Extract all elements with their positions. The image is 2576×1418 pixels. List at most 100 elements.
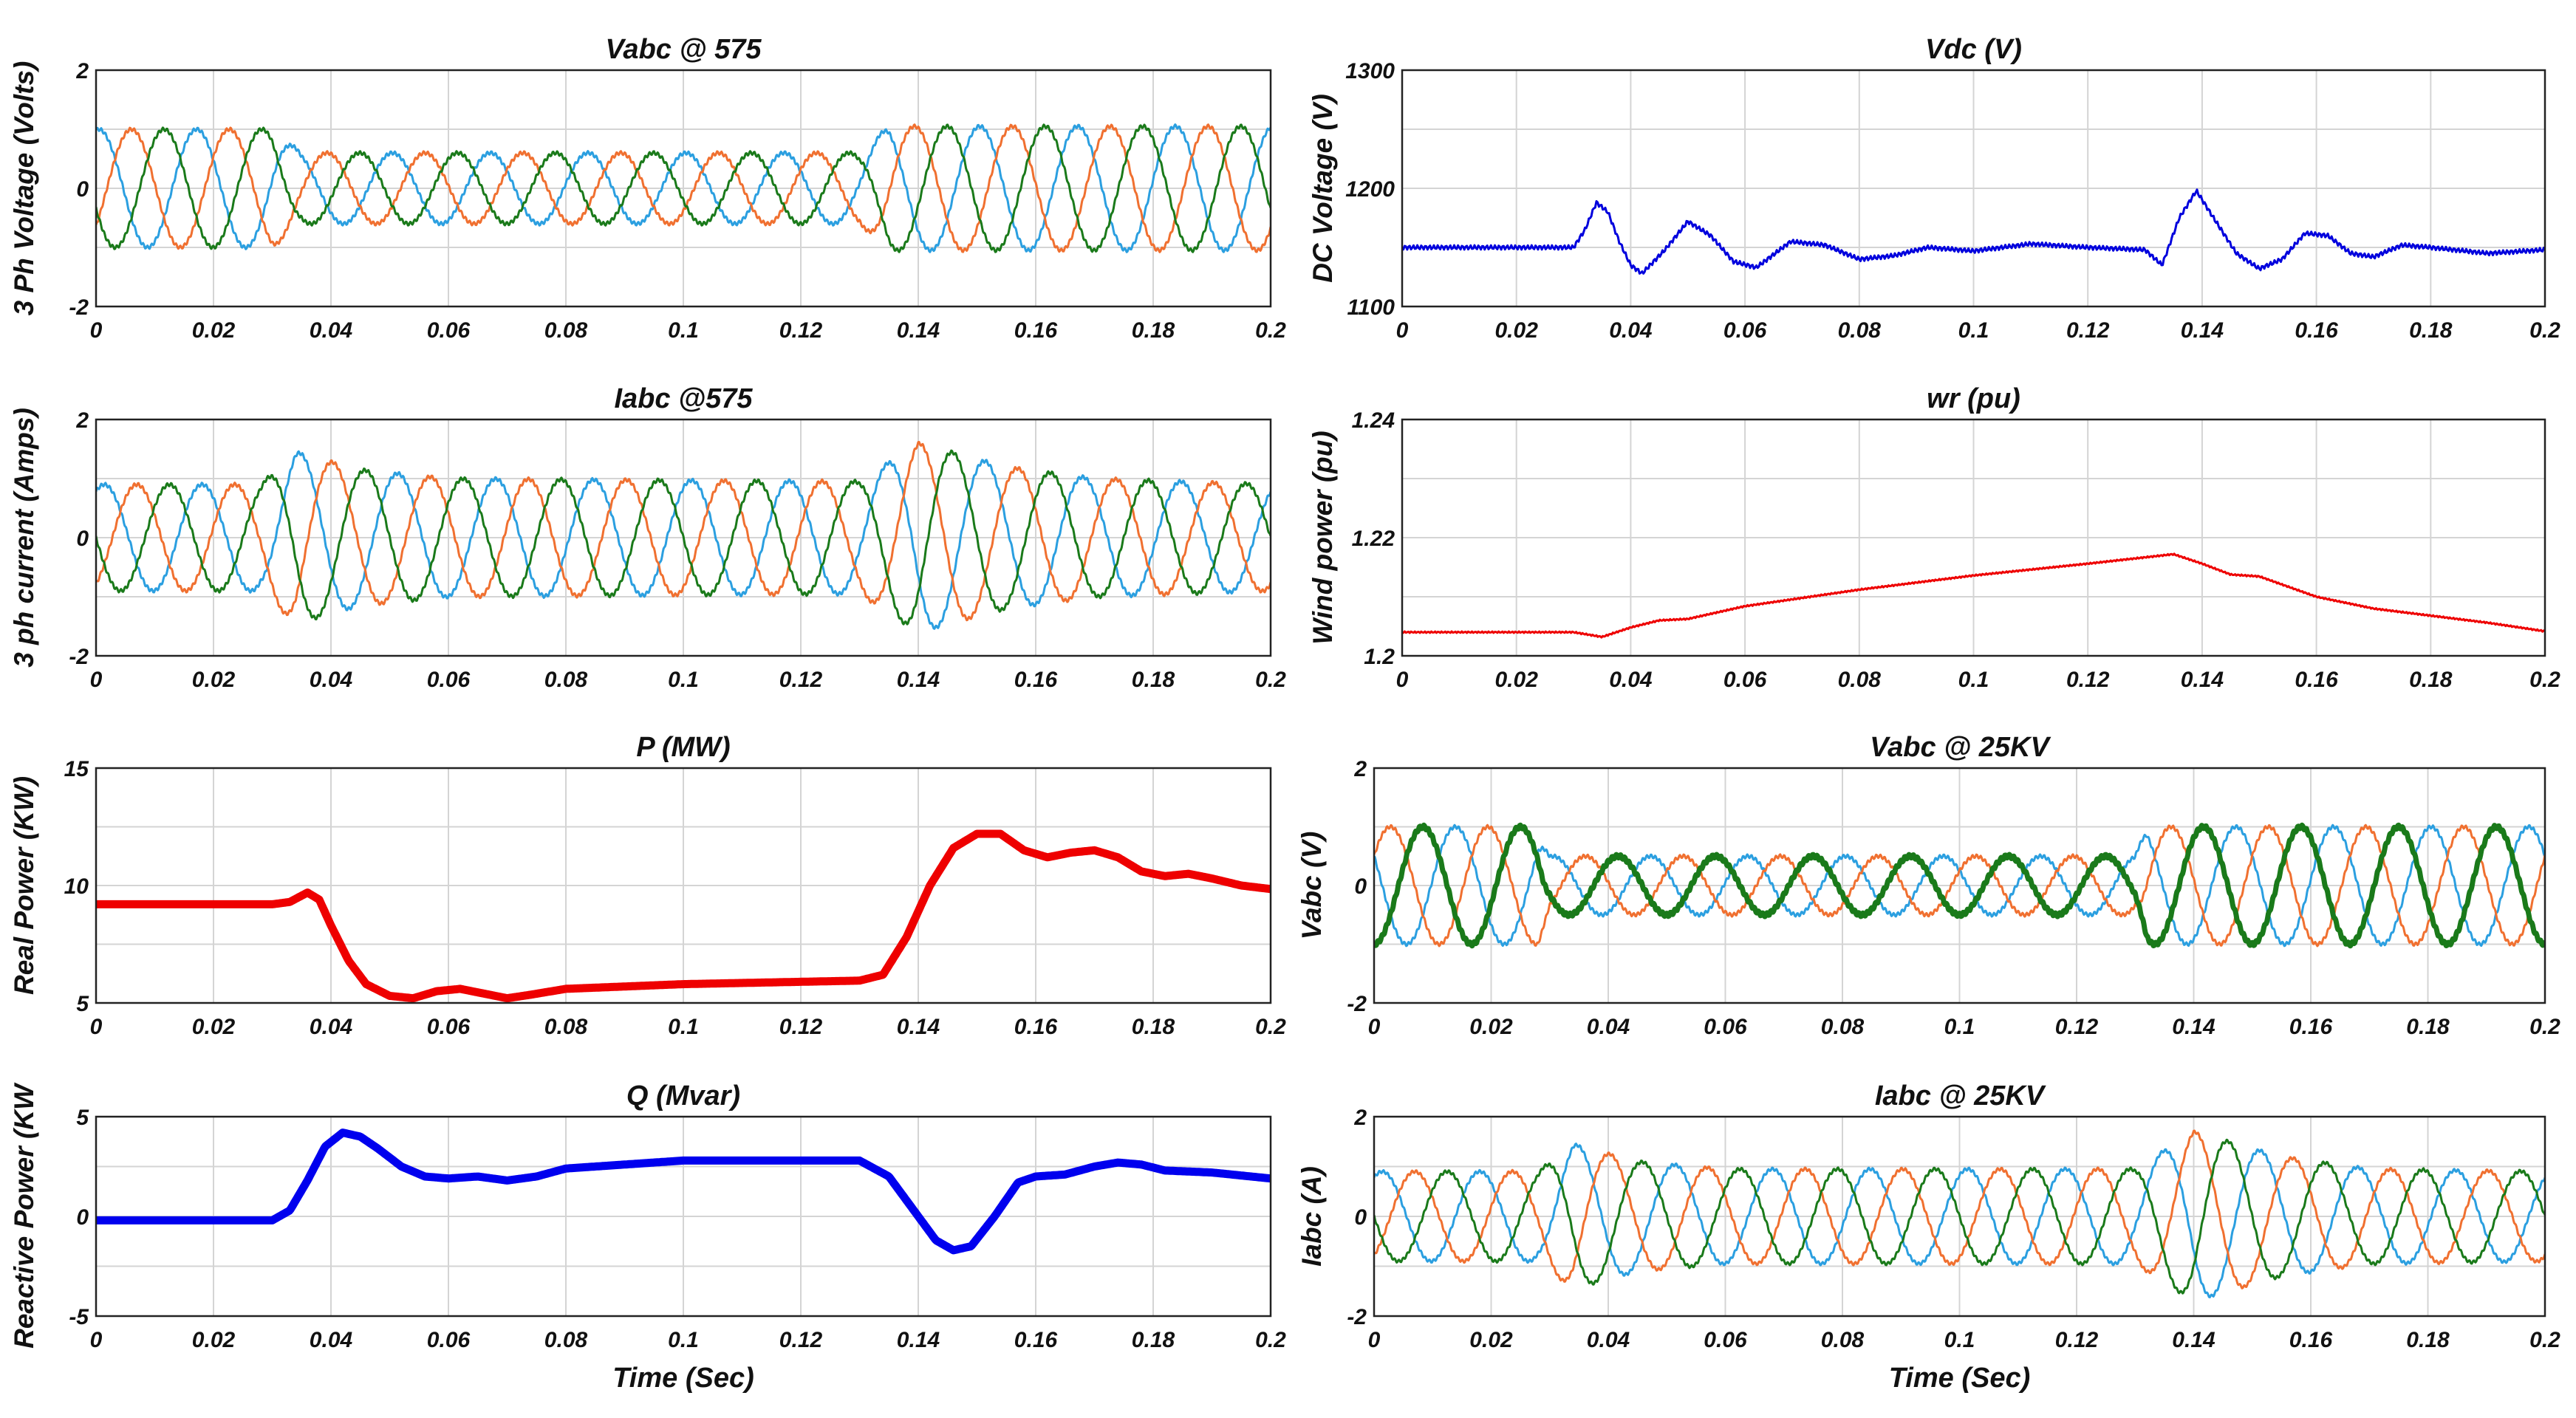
y-tick-label: 2 xyxy=(75,59,89,83)
axes-frame xyxy=(95,69,1272,308)
x-tick-label: 0.08 xyxy=(544,1328,588,1352)
x-tick-label: 0.18 xyxy=(1132,318,1175,343)
x-tick-label: 0.08 xyxy=(1821,1328,1865,1352)
x-tick-label: 0 xyxy=(1368,1015,1381,1039)
x-tick-label: 0.2 xyxy=(1255,1328,1286,1352)
x-tick-label: 0.1 xyxy=(1958,668,1989,692)
x-tick-label: 0.04 xyxy=(1609,668,1653,692)
x-tick-label: 0 xyxy=(90,668,103,692)
y-tick-label: 0 xyxy=(76,1205,89,1230)
y-tick-label: 1.22 xyxy=(1352,527,1395,551)
x-tick-label: 0.12 xyxy=(2066,668,2110,692)
y-tick-label: 1.24 xyxy=(1352,408,1395,433)
x-tick-label: 0.08 xyxy=(544,318,588,343)
x-axis-label: Time (Sec) xyxy=(612,1363,754,1394)
x-tick-label: 0.04 xyxy=(1587,1015,1630,1039)
series-b-line xyxy=(96,440,1271,622)
x-tick-label: 0.1 xyxy=(668,668,699,692)
plot-area xyxy=(1374,1129,2545,1298)
y-tick-label: 5 xyxy=(76,992,89,1016)
y-tick-label: 1300 xyxy=(1345,59,1395,83)
series-b-line xyxy=(96,123,1271,253)
x-tick-label: 0.04 xyxy=(1609,318,1653,343)
x-tick-label: 0.06 xyxy=(427,668,471,692)
chart-p: P (MW) 0 0.02 0.04 0.06 0.08 0.1 0.12 0.14 0.16 0.… xyxy=(9,732,1286,1039)
series-vdc-line xyxy=(1402,188,2545,275)
x-tick-label: 0.04 xyxy=(1587,1328,1630,1352)
x-tick-label: 0.16 xyxy=(2289,1015,2333,1039)
x-axis-label: Time (Sec) xyxy=(1889,1363,2030,1394)
plot-area xyxy=(96,123,1271,253)
x-tick-label: 0.18 xyxy=(2406,1015,2450,1039)
chart-wr: wr (pu) 0 0.02 0.04 0.06 0.08 0.1 0.12 0.14 0.16 0… xyxy=(1308,383,2560,692)
x-tick-label: 0 xyxy=(90,318,103,343)
x-tick-label: 0.12 xyxy=(2055,1328,2099,1352)
y-axis-label: DC Voltage (V) xyxy=(1308,94,1338,283)
x-tick-label: 0.06 xyxy=(1704,1328,1747,1352)
x-tick-label: 0 xyxy=(1368,1328,1381,1352)
axes-frame xyxy=(95,767,1272,1004)
plot-area xyxy=(1402,188,2545,275)
series-b-line xyxy=(1374,823,2545,948)
series-a-line xyxy=(96,450,1271,630)
x-tick-label: 0.18 xyxy=(2409,318,2453,343)
x-tick-label: 0.14 xyxy=(2172,1328,2215,1352)
plot-area xyxy=(96,440,1271,630)
x-tick-label: 0.12 xyxy=(2066,318,2110,343)
x-tick-label: 0.14 xyxy=(2172,1015,2215,1039)
x-tick-label: 0.06 xyxy=(427,1015,471,1039)
y-axis-label: Vabc (V) xyxy=(1296,832,1327,940)
series-c-line xyxy=(1374,1138,2545,1295)
x-tick-label: 0.16 xyxy=(1014,318,1058,343)
y-axis-label: 3 Ph Voltage (Volts) xyxy=(9,61,39,316)
chart-title: Vdc (V) xyxy=(1925,34,2022,65)
chart-vdc: Vdc (V) 0 0.02 0.04 0.06 0.08 0.1 0.12 0.14 0.16 0… xyxy=(1308,34,2560,343)
x-tick-label: 0 xyxy=(1396,318,1409,343)
y-axis-label: Reactive Power (KW xyxy=(9,1082,39,1349)
y-tick-label: 1100 xyxy=(1347,295,1395,320)
plot-area xyxy=(1402,552,2545,639)
axes-frame xyxy=(1401,69,2546,308)
chart-title: wr (pu) xyxy=(1927,383,2020,414)
series-wr-line xyxy=(1402,552,2545,639)
axes-frame xyxy=(1401,418,2546,657)
chart-title: Q (Mvar) xyxy=(626,1080,740,1112)
plot-area xyxy=(1374,822,2545,949)
axes-frame xyxy=(95,1115,1272,1318)
axes-frame xyxy=(1373,1115,2546,1318)
y-axis-label: Iabc (A) xyxy=(1296,1166,1327,1267)
x-tick-label: 0.06 xyxy=(1723,318,1767,343)
series-q-line xyxy=(96,1128,1271,1255)
x-tick-label: 0.02 xyxy=(1495,668,1539,692)
chart-title: Vabc @ 575 xyxy=(606,34,762,65)
x-tick-label: 0 xyxy=(90,1015,103,1039)
chart-q: Q (Mvar) 0 0.02 0.04 0.06 0.08 0.1 0.12 0.14 0.16… xyxy=(9,1080,1286,1394)
x-tick-label: 0.1 xyxy=(1958,318,1989,343)
plot-area xyxy=(96,829,1271,1003)
x-tick-label: 0.2 xyxy=(1255,1015,1286,1039)
y-tick-label: -2 xyxy=(1347,1305,1367,1329)
x-tick-label: 0 xyxy=(1396,668,1409,692)
x-tick-label: 0.04 xyxy=(310,668,353,692)
x-tick-label: 0.2 xyxy=(2529,1015,2560,1039)
x-tick-label: 0.16 xyxy=(1014,668,1058,692)
x-tick-label: 0.04 xyxy=(310,1015,353,1039)
x-tick-label: 0.12 xyxy=(779,318,823,343)
x-tick-label: 0.16 xyxy=(2295,318,2338,343)
x-tick-label: 0.06 xyxy=(427,318,471,343)
series-a-line xyxy=(1374,1143,2545,1298)
axes-frame xyxy=(95,418,1272,657)
x-tick-label: 0.14 xyxy=(897,318,940,343)
y-tick-label: 0 xyxy=(1354,1205,1367,1230)
x-tick-label: 0.12 xyxy=(779,1328,823,1352)
y-axis-label: Wind power (pu) xyxy=(1308,431,1338,644)
x-tick-label: 0.02 xyxy=(1495,318,1539,343)
x-tick-label: 0.14 xyxy=(897,1015,940,1039)
x-tick-label: 0.14 xyxy=(897,1328,940,1352)
x-tick-label: 0.08 xyxy=(1838,668,1882,692)
x-tick-label: 0.1 xyxy=(1944,1328,1975,1352)
y-tick-label: 2 xyxy=(75,408,89,433)
x-tick-label: 0.08 xyxy=(544,1015,588,1039)
x-tick-label: 0.08 xyxy=(1821,1015,1865,1039)
x-tick-label: 0.02 xyxy=(192,668,236,692)
